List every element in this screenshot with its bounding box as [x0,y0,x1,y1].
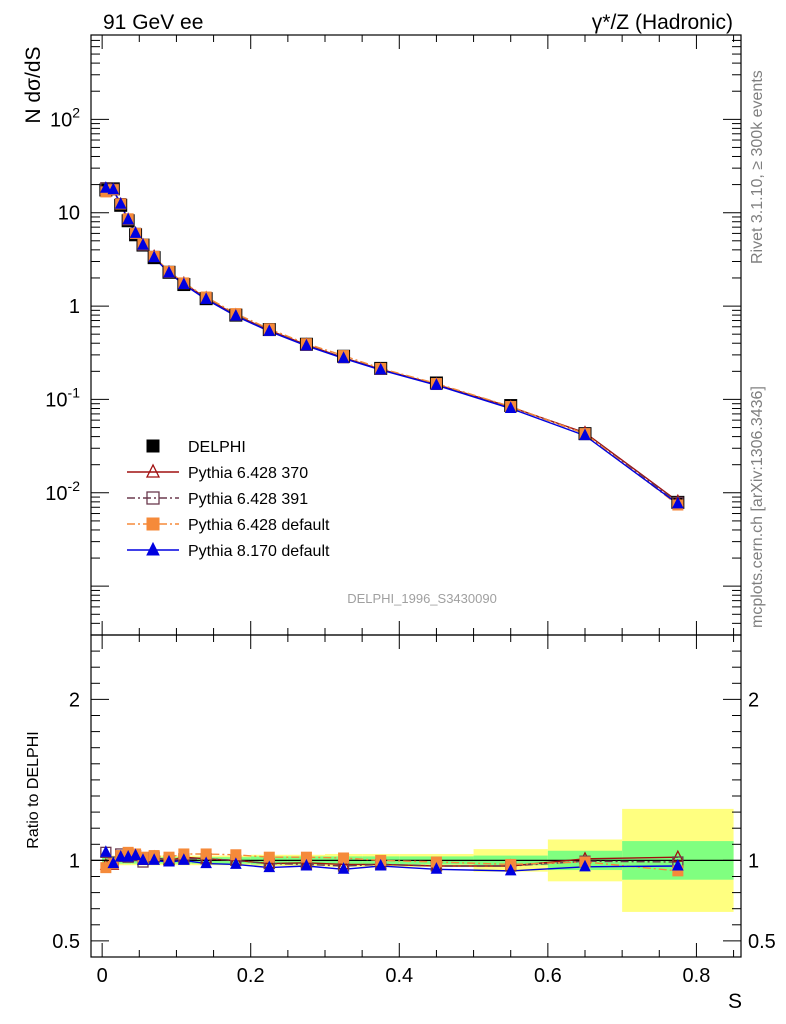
main-point-4-0 [100,181,112,193]
ratio-point-3-4 [129,848,142,861]
ratio-series-markers [99,845,684,877]
main-point-4-7 [163,265,175,278]
x-axis-label: S [728,990,742,1013]
legend-marker-3 [146,517,160,531]
ratio-point-2-13 [338,852,350,864]
main-point-4-8 [178,277,190,290]
main-series-markers [99,181,685,511]
ratio-point-3-11 [263,860,276,873]
ratio-point-3-0 [100,845,112,857]
main-ytick-label: 10 [58,203,80,225]
ratio-point-3-9 [200,856,212,869]
ratio-ytick-label: 1 [69,850,80,872]
legend-marker-0 [146,439,160,453]
ratio-point-3-5 [137,853,149,865]
ratio-point-3-6 [148,853,160,865]
legend-label-2: Pythia 6.428 391 [188,491,308,508]
main-point-4-5 [137,237,149,250]
ratio-point-3-10 [230,857,242,869]
legend-label-1: Pythia 6.428 370 [188,465,308,482]
main-point-4-2 [114,197,127,209]
main-ytick-label: 10-2 [45,478,80,505]
main-point-4-12 [300,338,313,351]
main-point-4-6 [148,250,160,263]
main-line-4 [105,187,679,505]
ratio-point-3-7 [163,854,175,867]
ratio-point-3-12 [300,858,313,871]
ratio-point-3-18 [672,858,684,871]
ratio-ytick-label-right: 0.5 [748,931,776,953]
analysis-watermark: DELPHI_1996_S3430090 [347,591,497,606]
xtick-label: 0.6 [534,965,562,987]
legend: DELPHI Pythia 6.428 370 Pythia 6.428 391 Py… [127,439,330,560]
legend-marker-4 [146,541,160,556]
main-point-4-13 [337,351,350,363]
ratio-point-3-8 [178,853,190,865]
main-point-4-15 [430,378,443,390]
main-ytick-label: 102 [50,104,80,131]
main-point-4-16 [504,401,517,413]
ratio-point-3-14 [374,858,387,871]
main-point-4-14 [374,362,387,375]
ratio-point-3-16 [504,863,517,876]
main-point-4-18 [672,496,684,509]
legend-label-0: DELPHI [188,439,246,456]
ratio-axes: 0.5 0.5 1 1 2 2 0 0.2 0.4 0.6 0.8 [52,634,776,987]
main-ylabel: N dσ/dS [22,46,45,123]
process-title-prefix: γ*/Z [592,11,630,34]
source-label: mcplots.cern.ch [arXiv:1306.3436] [749,386,766,628]
main-ytick-label: 10-1 [45,384,80,411]
legend-label-4: Pythia 8.170 default [188,543,330,560]
xtick-label: 0.2 [237,965,265,987]
process-title-suffix: (Hadronic) [629,11,733,34]
energy-title: 91 GeV ee [103,11,203,34]
rivet-label: Rivet 3.1.10, ≥ 300k events [749,70,766,264]
ratio-point-3-15 [430,862,443,874]
process-title: γ*/Z (Hadronic) [592,11,733,34]
xtick-label: 0 [97,965,108,987]
legend-marker-2 [146,491,160,505]
ratio-point-3-2 [114,850,127,862]
main-ytick-label: 1 [69,296,80,318]
ratio-ylabel: Ratio to DELPHI [25,731,42,848]
main-point-4-3 [122,212,134,225]
main-point-4-9 [200,292,212,304]
main-point-4-17 [579,428,591,441]
main-axes: 10-2 10-1 1 10 102 [45,34,742,636]
ratio-ytick-label: 0.5 [52,931,80,953]
xtick-label: 0.8 [683,965,711,987]
legend-marker-1 [145,463,161,478]
ratio-ytick-label-right: 2 [748,689,759,711]
legend-label-3: Pythia 6.428 default [188,517,330,534]
main-point-4-1 [107,182,120,195]
xtick-label: 0.4 [385,965,413,987]
main-point-4-11 [263,324,276,336]
ratio-ytick-label: 2 [69,689,80,711]
ratio-point-3-17 [579,859,591,872]
ratio-ytick-label-right: 1 [748,850,759,872]
ratio-point-3-1 [107,856,120,869]
main-line-3 [105,188,679,506]
main-point-4-10 [230,309,242,321]
main-series-lines [105,187,679,506]
ratio-point-3-13 [337,862,350,874]
main-point-4-4 [129,226,142,238]
